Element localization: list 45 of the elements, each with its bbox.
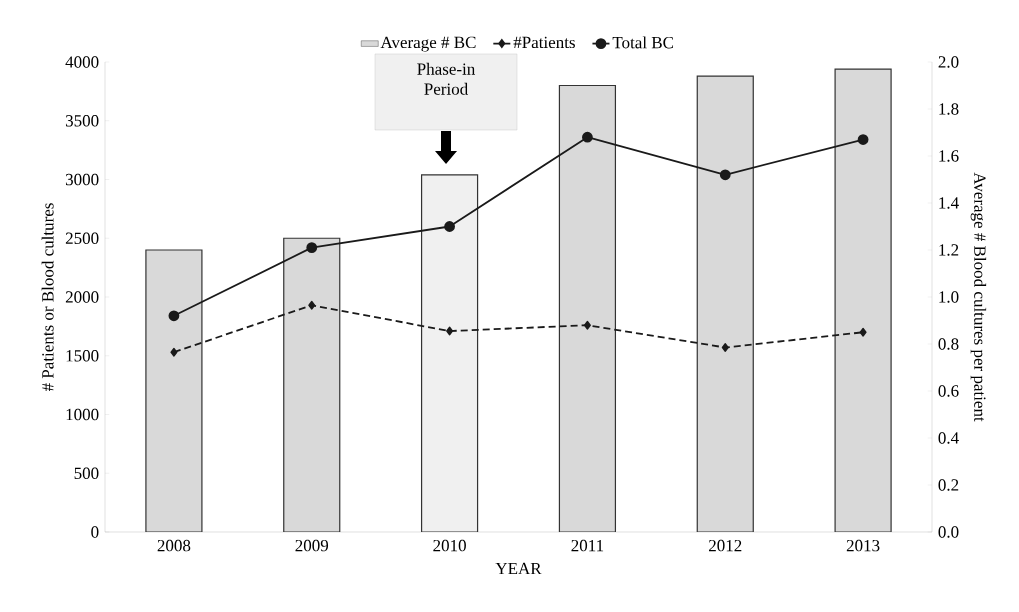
y2-tick-label: 0.4 bbox=[938, 432, 959, 444]
point bbox=[857, 134, 869, 145]
y-tick-label: 4000 bbox=[65, 56, 99, 68]
point bbox=[583, 320, 591, 330]
y-tick-label: 1500 bbox=[66, 350, 99, 362]
y2-tick-label: 1.2 bbox=[939, 244, 959, 256]
point bbox=[582, 131, 593, 143]
x-tick-label: 2010 bbox=[433, 539, 466, 552]
point bbox=[308, 300, 316, 310]
x-tick-label: 2009 bbox=[295, 539, 329, 552]
point bbox=[721, 343, 729, 352]
point bbox=[306, 242, 318, 254]
point bbox=[444, 221, 455, 232]
y-tick-label: 500 bbox=[74, 467, 99, 479]
y-axis-title: # Patients or Blood cultures bbox=[41, 203, 54, 392]
y-tick-label: 0 bbox=[91, 526, 99, 538]
point bbox=[168, 310, 180, 322]
annotation: Phase-in Period bbox=[417, 62, 476, 95]
x-axis-title: YEAR bbox=[495, 562, 542, 575]
legend-label: Total BC bbox=[612, 36, 674, 49]
y-tick-label: 3500 bbox=[65, 115, 99, 127]
point bbox=[859, 327, 867, 337]
y2-tick-label: 1.8 bbox=[939, 103, 959, 115]
x-tick-label: 2012 bbox=[709, 539, 742, 552]
x-tick-label: 2013 bbox=[846, 539, 880, 552]
y2-axis-title: Average # Blood cultures per patient bbox=[970, 172, 987, 422]
y2-tick-label: 0.2 bbox=[938, 479, 959, 491]
x-tick-label: 2008 bbox=[157, 539, 191, 552]
y2-tick-label: 1.6 bbox=[939, 150, 959, 162]
y2-tick-label: 0.6 bbox=[938, 385, 959, 397]
y2-tick-label: 1.0 bbox=[939, 291, 959, 303]
point bbox=[719, 169, 731, 181]
y-tick-label: 2000 bbox=[65, 291, 99, 303]
point bbox=[170, 347, 178, 357]
y2-tick-label: 0.0 bbox=[938, 526, 959, 538]
y-tick-label: 1000 bbox=[66, 408, 99, 421]
y2-tick-label: 2.0 bbox=[938, 56, 959, 68]
y-tick-label: 2500 bbox=[65, 232, 99, 244]
point bbox=[446, 326, 454, 336]
legend-label: #Patients bbox=[513, 36, 575, 49]
y2-tick-label: 1.4 bbox=[939, 197, 959, 209]
x-tick-label: 2011 bbox=[571, 539, 604, 552]
legend-label: Average # BC bbox=[380, 36, 476, 52]
y-tick-label: 3000 bbox=[65, 173, 99, 186]
y2-tick-label: 0.8 bbox=[938, 338, 959, 350]
